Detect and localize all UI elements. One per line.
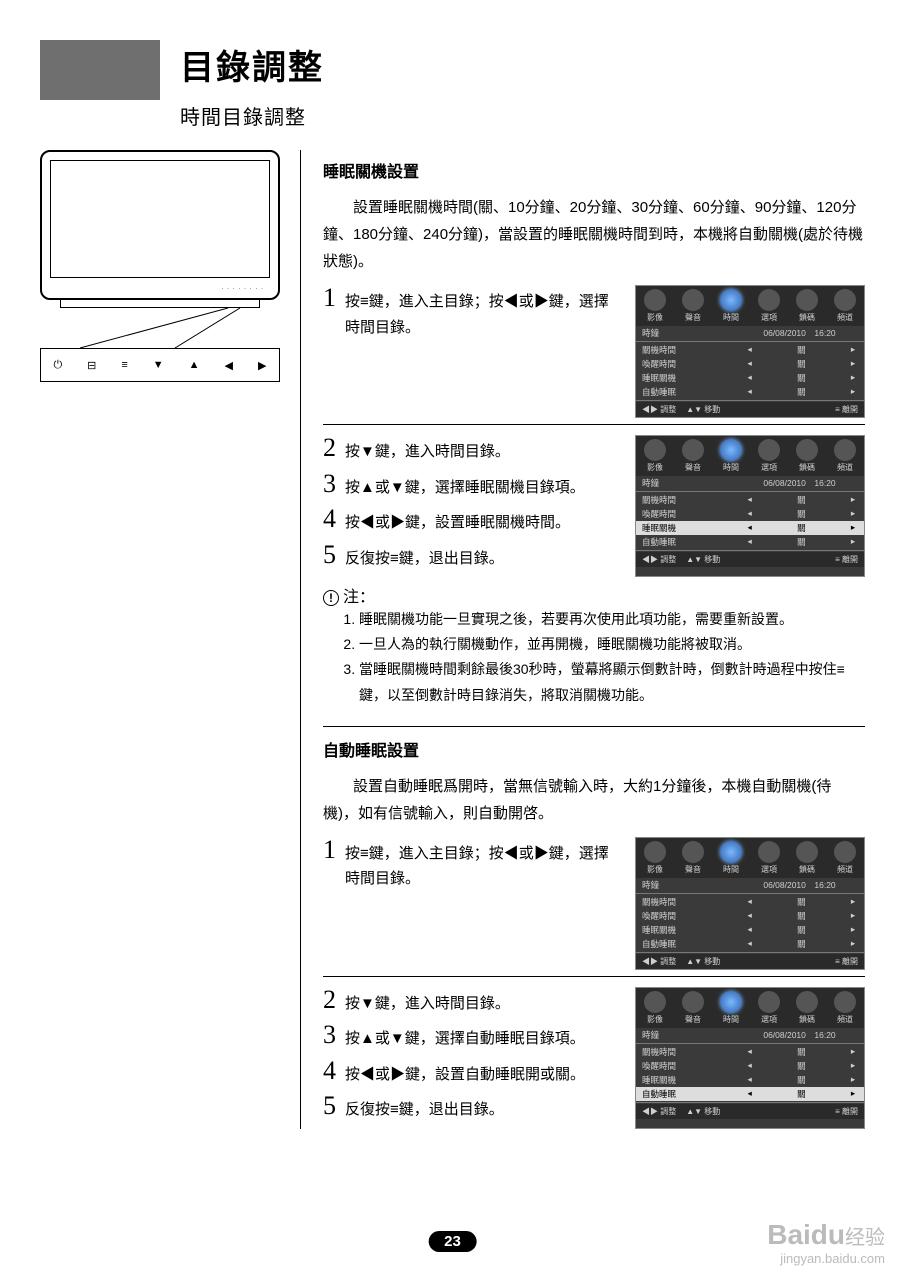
osd-panel-sleep1: 影像聲音時間選項鎖碼頻道時鐘06/08/2010 16:20關機時間◂關▸喚醒時…: [635, 285, 865, 418]
title-accent-box: [40, 40, 160, 100]
remote-buttons: ⏻ ⊟ ≡ ▼ ▲ ◀ ▶: [40, 348, 280, 382]
step: 1按≡鍵，進入主目錄；按◀或▶鍵，選擇時間目錄。: [323, 285, 623, 340]
osd-panel-auto1: 影像聲音時間選項鎖碼頻道時鐘06/08/2010 16:20關機時間◂關▸喚醒時…: [635, 837, 865, 970]
step: 5反復按≡鍵，退出目錄。: [323, 1093, 623, 1123]
sleep-heading: 睡眠關機設置: [323, 158, 865, 182]
osd-panel-auto2: 影像聲音時間選項鎖碼頻道時鐘06/08/2010 16:20關機時間◂關▸喚醒時…: [635, 987, 865, 1129]
sleep-body: 設置睡眠關機時間(關、10分鐘、20分鐘、30分鐘、60分鐘、90分鐘、120分…: [323, 194, 865, 275]
step: 1按≡鍵，進入主目錄；按◀或▶鍵，選擇時間目錄。: [323, 837, 623, 892]
osd-panel-sleep2: 影像聲音時間選項鎖碼頻道時鐘06/08/2010 16:20關機時間◂關▸喚醒時…: [635, 435, 865, 577]
page-subtitle: 時間目錄調整: [180, 101, 324, 130]
step: 2按▼鍵，進入時間目錄。: [323, 435, 623, 465]
step: 3按▲或▼鍵，選擇睡眠關機目錄項。: [323, 471, 623, 501]
step: 4按◀或▶鍵，設置睡眠關機時間。: [323, 506, 623, 536]
auto-body: 設置自動睡眠爲開時，當無信號輸入時，大約1分鐘後，本機自動關機(待機)，如有信號…: [323, 773, 865, 827]
page-number: 23: [428, 1231, 477, 1252]
step: 4按◀或▶鍵，設置自動睡眠開或關。: [323, 1058, 623, 1088]
step: 2按▼鍵，進入時間目錄。: [323, 987, 623, 1017]
auto-heading: 自動睡眠設置: [323, 737, 865, 761]
watermark: Baidu经验 jingyan.baidu.com: [767, 1219, 885, 1266]
step: 3按▲或▼鍵，選擇自動睡眠目錄項。: [323, 1022, 623, 1052]
info-icon: !: [323, 590, 339, 606]
step: 5反復按≡鍵，退出目錄。: [323, 542, 623, 572]
title-block: 目錄調整 時間目錄調整: [40, 40, 865, 130]
note-block: !注： 睡眠關機功能一旦實現之後，若要再次使用此項功能，需要重新設置。 一旦人為…: [323, 583, 865, 708]
tv-diagram: · · · · · · · · ⏻ ⊟ ≡ ▼ ▲ ◀ ▶: [40, 150, 280, 382]
page-title: 目錄調整: [180, 40, 324, 89]
